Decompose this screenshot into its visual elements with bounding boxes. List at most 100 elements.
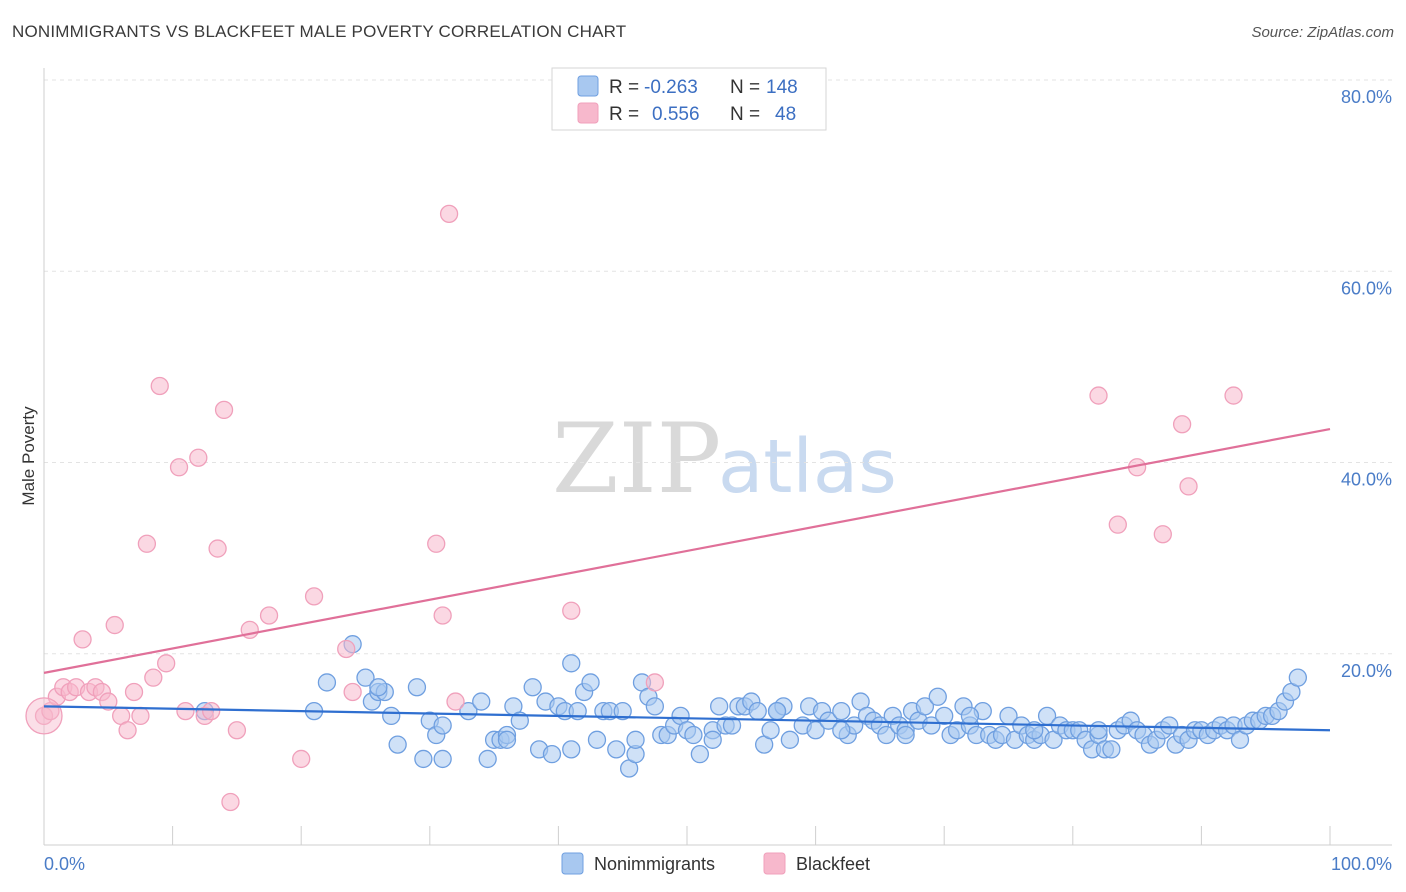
legend-r-value-2: 0.556 — [652, 104, 700, 125]
nonimmigrants-point-56 — [748, 701, 767, 721]
y-tick-label-20: 20.0% — [1341, 661, 1392, 681]
nonimmigrants-point-147 — [832, 721, 851, 740]
nonimmigrants-point-148 — [896, 725, 915, 745]
nonimmigrants-point-80 — [915, 697, 935, 716]
nonimmigrants-point-149 — [960, 706, 980, 726]
nonimmigrants-point-138 — [1288, 668, 1307, 687]
nonimmigrants-point-150 — [1025, 721, 1044, 740]
nonimmigrants-point-13 — [433, 716, 452, 735]
blackfeet-point-10 — [99, 692, 118, 711]
blackfeet-point-37 — [439, 204, 459, 224]
blackfeet-point-16 — [137, 534, 157, 553]
blackfeet-point-32 — [304, 587, 324, 606]
legend-swatch-nonimmigrants — [577, 75, 599, 97]
nonimmigrants-trend-line — [43, 705, 1331, 732]
nonimmigrants-point-145 — [703, 730, 722, 749]
nonimmigrants-point-9 — [407, 678, 427, 697]
blackfeet-point-27 — [221, 792, 240, 812]
nonimmigrants-point-67 — [832, 701, 851, 721]
nonimmigrants-point-82 — [928, 687, 947, 706]
nonimmigrants-point-10 — [414, 749, 433, 769]
blackfeet-point-38 — [446, 692, 465, 711]
nonimmigrants-point-83 — [935, 706, 954, 726]
blackfeet-point-6 — [73, 630, 92, 649]
blackfeet-point-26 — [214, 400, 234, 420]
nonimmigrants-point-21 — [510, 711, 529, 730]
blackfeet-point-21 — [176, 701, 195, 721]
nonimmigrants-point-142 — [497, 730, 517, 749]
nonimmigrants-point-7 — [382, 706, 401, 726]
nonimmigrants-point-58 — [761, 721, 780, 740]
blackfeet-point-31 — [292, 749, 311, 769]
blackfeet-point-40 — [645, 673, 664, 692]
blackfeet-trend-line — [43, 427, 1331, 674]
grid-lines — [44, 79, 1392, 655]
bottom-legend-nonimmigrants: Nonimmigrants — [594, 854, 715, 874]
blackfeet-point-33 — [337, 639, 356, 659]
nonimmigrants-point-144 — [626, 730, 645, 749]
legend-n-label-1: N = — [730, 77, 760, 98]
blackfeet-point-24 — [202, 701, 221, 721]
blackfeet-points — [25, 204, 1243, 812]
blackfeet-point-35 — [427, 534, 446, 553]
nonimmigrants-point-36 — [613, 701, 632, 721]
nonimmigrants-point-22 — [523, 678, 542, 697]
nonimmigrants-point-32 — [587, 730, 607, 749]
nonimmigrants-point-41 — [645, 697, 664, 716]
nonimmigrants-point-1 — [317, 673, 337, 692]
nonimmigrants-point-8 — [388, 735, 407, 754]
legend-swatch-blackfeet — [577, 102, 599, 124]
blackfeet-point-20 — [169, 458, 189, 477]
nonimmigrants-point-146 — [767, 701, 787, 721]
blackfeet-point-11 — [105, 615, 124, 635]
blackfeet-point-46 — [1179, 477, 1198, 496]
y-tick-labels: 20.0% 40.0% 60.0% 80.0% — [1341, 87, 1392, 681]
nonimmigrants-point-28 — [562, 654, 581, 673]
blackfeet-point-25 — [208, 539, 227, 558]
nonimmigrants-point-151 — [1089, 721, 1108, 740]
nonimmigrants-point-52 — [722, 716, 742, 735]
blackfeet-point-45 — [1172, 415, 1192, 434]
nonimmigrants-point-3 — [356, 668, 375, 687]
bottom-legend-swatch-blackfeet — [763, 852, 786, 875]
nonimmigrants-point-74 — [877, 725, 896, 745]
blackfeet-point-39 — [562, 601, 581, 620]
y-tick-label-60: 60.0% — [1341, 278, 1392, 298]
legend-n-value-1: 148 — [766, 77, 798, 98]
nonimmigrants-points — [195, 635, 1307, 778]
blackfeet-point-18 — [150, 376, 169, 396]
bottom-legend-swatch-nonimmigrants — [561, 852, 584, 875]
nonimmigrants-point-16 — [478, 749, 497, 769]
blackfeet-point-42 — [1108, 515, 1127, 534]
blackfeet-point-22 — [189, 448, 208, 467]
blackfeet-point-14 — [124, 682, 144, 702]
legend-r-value-1: -0.263 — [644, 77, 698, 98]
y-axis-label: Male Poverty — [19, 406, 38, 506]
watermark-atlas: atlas — [718, 424, 897, 510]
nonimmigrants-point-15 — [472, 692, 491, 711]
chart-title: NONIMMIGRANTS VS BLACKFEET MALE POVERTY … — [12, 22, 627, 41]
series-legend: Nonimmigrants Blackfeet — [561, 852, 870, 875]
nonimmigrants-point-35 — [607, 740, 626, 759]
blackfeet-point-41 — [1089, 386, 1108, 405]
nonimmigrants-point-31 — [581, 673, 600, 692]
blackfeet-point-17 — [144, 668, 163, 687]
blackfeet-point-13 — [118, 721, 137, 740]
legend-r-label-2: R = — [609, 104, 639, 125]
nonimmigrants-point-25 — [542, 745, 562, 764]
blackfeet-point-47 — [1224, 386, 1243, 405]
blackfeet-point-large — [25, 697, 63, 735]
x-tick-label-max: 100.0% — [1331, 854, 1392, 874]
y-tick-label-80: 80.0% — [1341, 87, 1392, 107]
x-ticks — [43, 826, 1331, 845]
watermark-zip: ZIP — [552, 403, 721, 515]
chart-source: Source: ZipAtlas.com — [1251, 24, 1394, 41]
x-tick-label-min: 0.0% — [44, 854, 85, 874]
nonimmigrants-point-81 — [922, 716, 941, 735]
blackfeet-point-19 — [157, 654, 176, 673]
bottom-legend-blackfeet: Blackfeet — [796, 854, 870, 874]
legend-r-label-1: R = — [609, 77, 639, 98]
nonimmigrants-point-47 — [684, 725, 703, 745]
nonimmigrants-point-118 — [1160, 716, 1179, 735]
